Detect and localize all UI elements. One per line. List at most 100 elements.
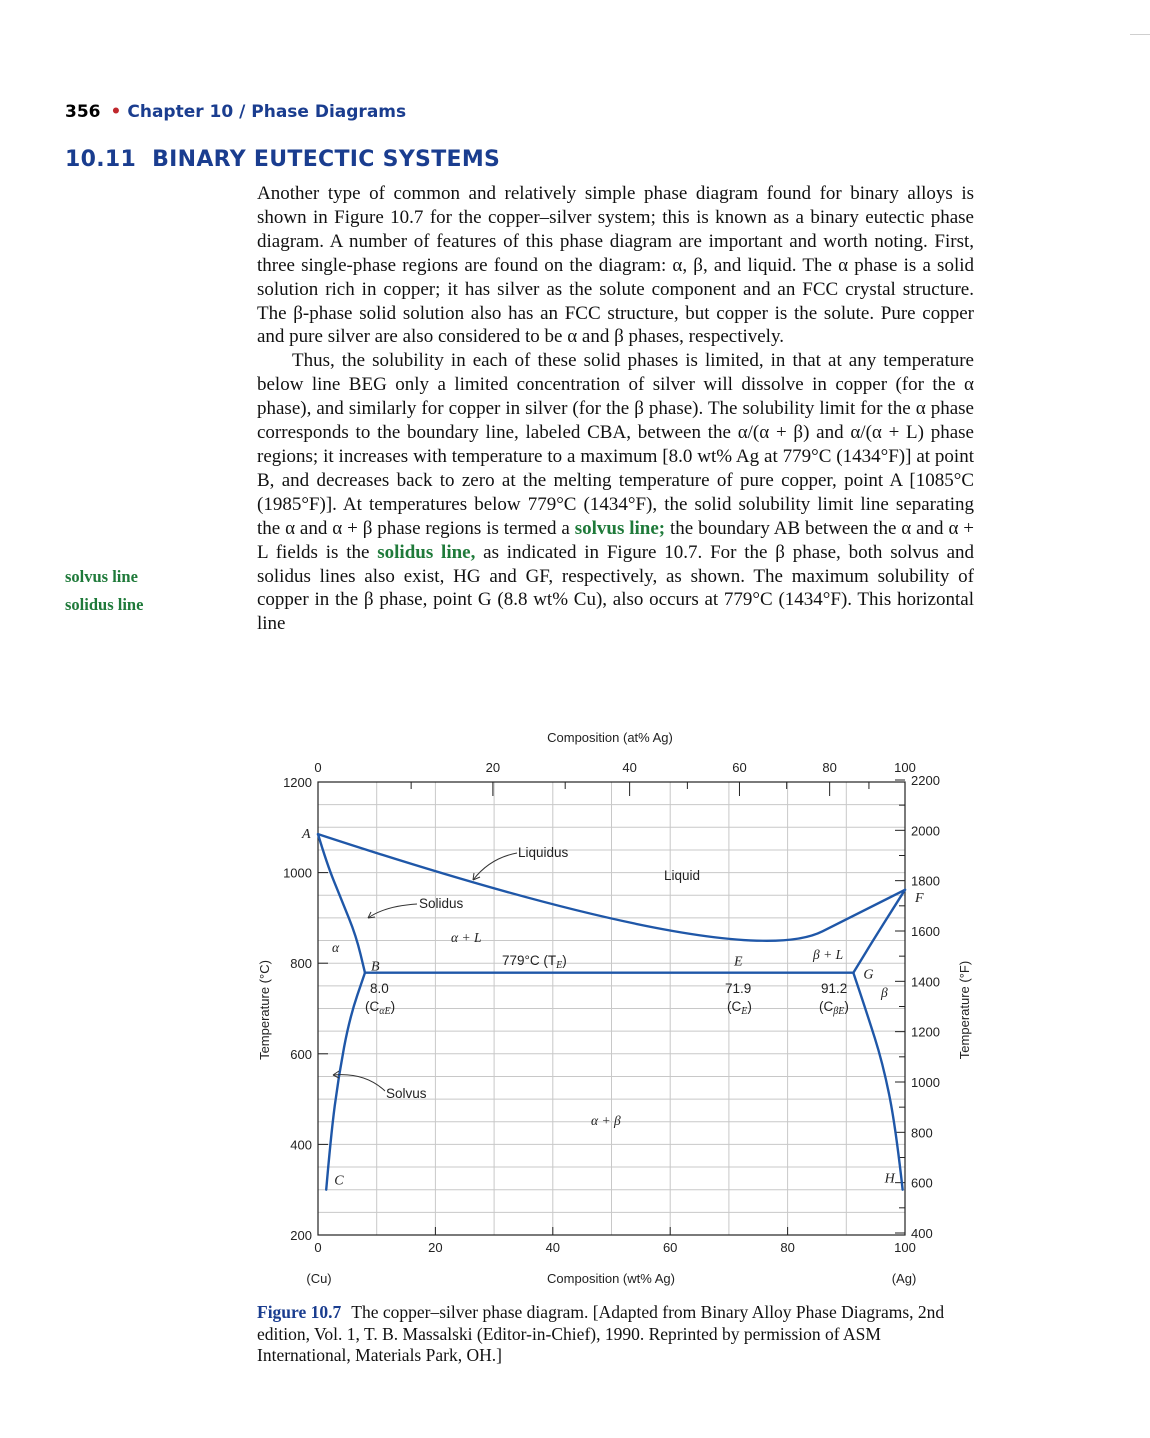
solidus-arrow	[367, 903, 418, 919]
label-cb: (CβE)	[819, 999, 849, 1017]
paragraph-1: Another type of common and relatively si…	[257, 183, 974, 348]
point-label: G	[863, 968, 873, 983]
label-eutectic-temperature: 779°C (TE)	[502, 953, 567, 971]
section-heading: 10.11 BINARY EUTECTIC SYSTEMS	[65, 147, 500, 172]
y-tick-label: 600	[290, 1047, 312, 1062]
section-number: 10.11	[65, 147, 137, 172]
figure-caption: Figure 10.7 The copper–silver phase diagr…	[257, 1302, 947, 1367]
phase-boundary-line	[852, 971, 904, 1191]
label-beta-plus-l: β + L	[812, 947, 843, 962]
label-liquidus: Liquidus	[518, 845, 569, 860]
point-label: F	[914, 891, 924, 906]
label-beta: β	[880, 985, 888, 1000]
page-number: 356	[65, 102, 101, 122]
margin-term-solvus: solvus line	[65, 567, 138, 586]
y-tick-label: 800	[290, 956, 312, 971]
ca-open: (C	[365, 999, 379, 1014]
right-axis-tick-label: 2000	[911, 823, 940, 838]
body-text: Another type of common and relatively si…	[257, 182, 974, 636]
x-tick-label: 0	[314, 1240, 321, 1255]
y-tick-label: 200	[290, 1228, 312, 1243]
figure-label: Figure 10.7	[257, 1302, 342, 1322]
label-solidus: Solidus	[419, 896, 464, 911]
eutectic-temp-text: 779°C (T	[502, 953, 556, 968]
plot-frame	[317, 781, 906, 1236]
section-title: BINARY EUTECTIC SYSTEMS	[152, 147, 501, 172]
solidus-arrow-head	[367, 911, 376, 919]
y-tick-label: 1200	[283, 775, 312, 790]
chapter-title: Chapter 10 / Phase Diagrams	[127, 102, 407, 122]
x-tick-label: 100	[894, 1240, 916, 1255]
phase-boundaries	[316, 832, 907, 1191]
figure-caption-text: The copper–silver phase diagram. [Adapte…	[257, 1302, 945, 1365]
paragraph-2-part-2: the boundary AB between the α and α + L …	[257, 517, 974, 563]
cb-sub: βE	[832, 1006, 844, 1017]
y-axis-title: Temperature (°C)	[257, 960, 272, 1060]
ca-close: )	[391, 999, 396, 1014]
phase-boundary-line	[325, 971, 367, 1191]
label-alpha: α	[332, 940, 340, 955]
top-axis-title: Composition (at% Ag)	[547, 730, 673, 745]
solvus-arrow	[332, 1074, 386, 1092]
right-axis-title: Temperature (°F)	[957, 961, 972, 1059]
phase-diagram-chart: 0 20 40 60 80 1000 20 40 60 80 1002004006008001000…	[257, 730, 972, 1286]
x-tick-label: 80	[780, 1240, 794, 1255]
label-cb-value: 91.2	[821, 981, 847, 996]
phase-diagram-figure: 0 20 40 60 80 100 0 20 40 60 80 100 200 400 600 800 1000…	[255, 720, 975, 1295]
label-alpha-plus-beta: α + β	[591, 1113, 621, 1128]
liquidus-arrow	[472, 852, 518, 881]
chart-grid	[318, 782, 905, 1235]
label-ce-value: 71.9	[725, 981, 751, 996]
eutectic-temp-close: )	[562, 953, 567, 968]
label-solvus: Solvus	[386, 1086, 427, 1101]
paragraph-2-part-1: Thus, the solubility in each of these so…	[257, 350, 974, 539]
cb-open: (C	[819, 999, 833, 1014]
x-axis-title: Composition (wt% Ag)	[547, 1271, 675, 1286]
right-axis-tick-label: 1200	[911, 1025, 940, 1040]
point-label: A	[301, 827, 311, 842]
paragraph-2: Thus, the solubility in each of these so…	[257, 349, 974, 636]
point-labels: A B C E F G H	[301, 827, 924, 1189]
label-ca: (CαE)	[365, 999, 395, 1017]
right-axis-tick-label: 2200	[911, 773, 940, 788]
term-solidus-line: solidus line,	[377, 541, 476, 563]
paragraph-2-part-3: as indicated in Figure 10.7. For the β p…	[257, 541, 974, 635]
phase-boundary-line	[852, 888, 907, 974]
point-label: C	[334, 1174, 344, 1189]
right-axis-tick-label: 1400	[911, 974, 940, 989]
label-alpha-plus-l: α + L	[451, 930, 481, 945]
x-end-label-ag: (Ag)	[892, 1271, 917, 1286]
y-tick-label: 400	[290, 1137, 312, 1152]
label-ce: (CE)	[727, 999, 752, 1017]
ce-sub: E	[740, 1006, 747, 1017]
top-axis-tick-label: 40	[622, 760, 636, 775]
margin-term-solidus: solidus line	[65, 595, 144, 614]
x-tick-label: 40	[546, 1240, 560, 1255]
top-axis-tick-label: 100	[894, 760, 916, 775]
solvus-arrow-head	[332, 1070, 340, 1079]
right-axis-tick-label: 400	[911, 1226, 933, 1241]
ca-sub: αE	[379, 1006, 390, 1017]
chart-ticks: 0 20 40 60 80 1000 20 40 60 80 1002004006008001000…	[283, 760, 940, 1255]
point-label: E	[733, 955, 743, 970]
ce-close: )	[747, 999, 752, 1014]
label-ca-value: 8.0	[370, 981, 389, 996]
top-axis-tick-label: 60	[732, 760, 746, 775]
region-labels: Liquid Liquidus Solidus Solvus α α + L β…	[332, 845, 888, 1128]
right-axis-tick-label: 1600	[911, 924, 940, 939]
point-label: H	[884, 1172, 896, 1187]
phase-boundary-line	[316, 832, 367, 974]
running-header: 356 • Chapter 10 / Phase Diagrams	[65, 102, 406, 122]
right-axis-tick-label: 1800	[911, 874, 940, 889]
phase-boundary-line	[316, 832, 907, 942]
term-solvus-line: solvus line;	[574, 517, 666, 539]
right-axis-tick-label: 800	[911, 1125, 933, 1140]
eutectic-temp-sub: E	[555, 960, 562, 971]
right-axis-tick-label: 600	[911, 1176, 933, 1191]
point-label: B	[371, 960, 380, 975]
label-liquid: Liquid	[664, 868, 700, 883]
callout-arrows	[332, 852, 518, 1092]
page-edge-mark	[1130, 34, 1150, 35]
x-tick-label: 20	[428, 1240, 442, 1255]
top-axis-tick-label: 80	[822, 760, 836, 775]
